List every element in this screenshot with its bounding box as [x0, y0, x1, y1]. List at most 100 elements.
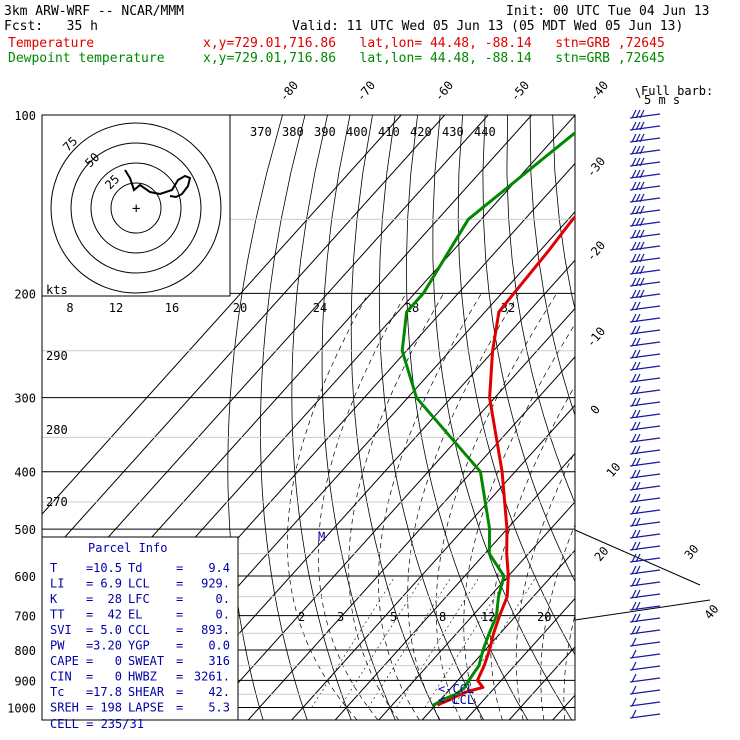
top-isotherm-label: -80 — [277, 78, 302, 104]
wind-barb-flag — [631, 349, 637, 359]
wind-barb-flag — [631, 445, 637, 455]
pressure-label-400: 400 — [14, 466, 36, 480]
wind-barb — [629, 593, 661, 599]
wind-barb-flag — [631, 109, 637, 119]
parcel-value: 893. — [201, 623, 230, 637]
wind-barb-flag — [631, 277, 637, 287]
dry-adiabat — [482, 115, 575, 583]
dry-adiabat — [350, 115, 440, 720]
wind-barb-flag — [631, 649, 637, 659]
wind-barb-flag — [639, 181, 645, 191]
forecast-hour: Fcst: 35 h — [4, 19, 98, 34]
parcel-equals: = — [176, 561, 183, 575]
dry-adiabat — [688, 115, 740, 720]
wind-barb — [629, 173, 661, 179]
parcel-value: 3.20 — [93, 639, 122, 653]
hodograph-axis-label: 20 — [233, 301, 247, 315]
parcel-label: SHEAR — [128, 685, 165, 699]
pressure-label-700: 700 — [14, 610, 36, 624]
moist-adiabat — [407, 293, 520, 720]
wind-barb-flag — [631, 673, 637, 683]
theta-e-label: 270 — [46, 495, 68, 509]
wind-barb-flag — [635, 361, 641, 371]
wind-barb-flag — [631, 253, 637, 263]
hodograph-ring — [110, 182, 162, 234]
wind-barb-flag — [635, 265, 641, 275]
temperature-legend: Temperature — [8, 36, 95, 51]
wind-barb-flag — [631, 301, 637, 311]
skirt-line — [574, 529, 701, 586]
top-isotherm-label: -50 — [508, 78, 533, 104]
valid-time: Valid: 11 UTC Wed 05 Jun 13 (05 MDT Wed … — [292, 19, 684, 34]
isotherm — [291, 404, 575, 720]
parcel-equals: = — [176, 670, 183, 684]
parcel-equals: = — [86, 639, 93, 653]
theta-label: 400 — [346, 125, 368, 139]
ccl-marker: <-CCL — [438, 682, 474, 696]
parcel-label: Td — [128, 561, 142, 575]
parcel-label: PW — [50, 639, 65, 653]
wind-barb — [629, 233, 661, 239]
wind-barb-flag — [631, 409, 637, 419]
wind-barb-flag — [635, 565, 641, 575]
mixing-ratio-label: 12 — [481, 610, 495, 624]
parcel-value: 0. — [216, 608, 230, 622]
wind-barb-flag — [639, 121, 645, 131]
parcel-value: 17.8 — [93, 685, 122, 699]
wind-barb-flag — [639, 193, 645, 203]
wind-barb — [629, 509, 661, 515]
wind-barb — [629, 329, 661, 335]
dry-adiabat — [710, 115, 740, 720]
wind-barb — [629, 137, 661, 143]
wind-barb-flag — [631, 541, 637, 551]
plot-border — [41, 114, 576, 721]
parcel-equals: = — [86, 608, 93, 622]
dewpoint-location: x,y=729.01,716.86 lat,lon= 44.48, -88.14… — [203, 51, 665, 66]
moist-adiabat — [348, 293, 445, 720]
wind-barb-flag — [631, 517, 637, 527]
mixing-ratio-label: 20 — [537, 610, 551, 624]
wind-barb-flag — [631, 121, 637, 131]
isotherm — [596, 115, 740, 720]
wind-barb-flag — [631, 181, 637, 191]
sounding-profiles — [400, 130, 575, 707]
parcel-equals: = — [86, 654, 93, 668]
wind-barb-flag — [631, 469, 637, 479]
wind-barbs: Full barb:5 m s — [629, 84, 713, 719]
wind-barb-flag — [635, 553, 641, 563]
isotherm — [465, 597, 575, 720]
right-isotherm-label: 0 — [588, 402, 603, 417]
wind-barb-flag — [635, 301, 641, 311]
wind-barb-flag — [631, 637, 637, 647]
wind-barb — [629, 473, 661, 479]
wind-barb-flag — [631, 565, 637, 575]
wind-barb-flag — [635, 589, 641, 599]
parcel-equals: = — [86, 592, 93, 606]
isotherm — [334, 452, 575, 720]
parcel-equals: = — [86, 623, 93, 637]
top-isotherm-label: -70 — [354, 78, 379, 104]
parcel-value: 6.9 — [100, 577, 122, 591]
parcel-value: 0.0 — [208, 639, 230, 653]
hodograph-units: kts — [46, 283, 68, 297]
mixing-ratio-label: 3 — [337, 610, 344, 624]
wind-barb-flag — [635, 253, 641, 263]
top-isotherm-label: -60 — [432, 78, 457, 104]
parcel-label: EL — [128, 608, 142, 622]
barb-sample — [635, 87, 641, 99]
pressure-label-600: 600 — [14, 570, 36, 584]
wind-barb-flag — [635, 325, 641, 335]
wind-barb — [629, 641, 661, 647]
wind-barb-flag — [635, 133, 641, 143]
moist-adiabat — [563, 613, 575, 720]
isotherm-lines — [42, 115, 740, 720]
wind-barb-flag — [639, 289, 645, 299]
wind-barb — [629, 497, 661, 503]
parcel-equals: = — [86, 561, 93, 575]
moist-adiabat — [463, 323, 575, 720]
parcel-label: T — [50, 561, 57, 575]
right-isotherm-label: 40 — [702, 602, 722, 622]
wind-barb-flag — [631, 217, 637, 227]
right-isotherm-label: -20 — [584, 238, 609, 264]
hodograph-center: + — [132, 201, 140, 217]
